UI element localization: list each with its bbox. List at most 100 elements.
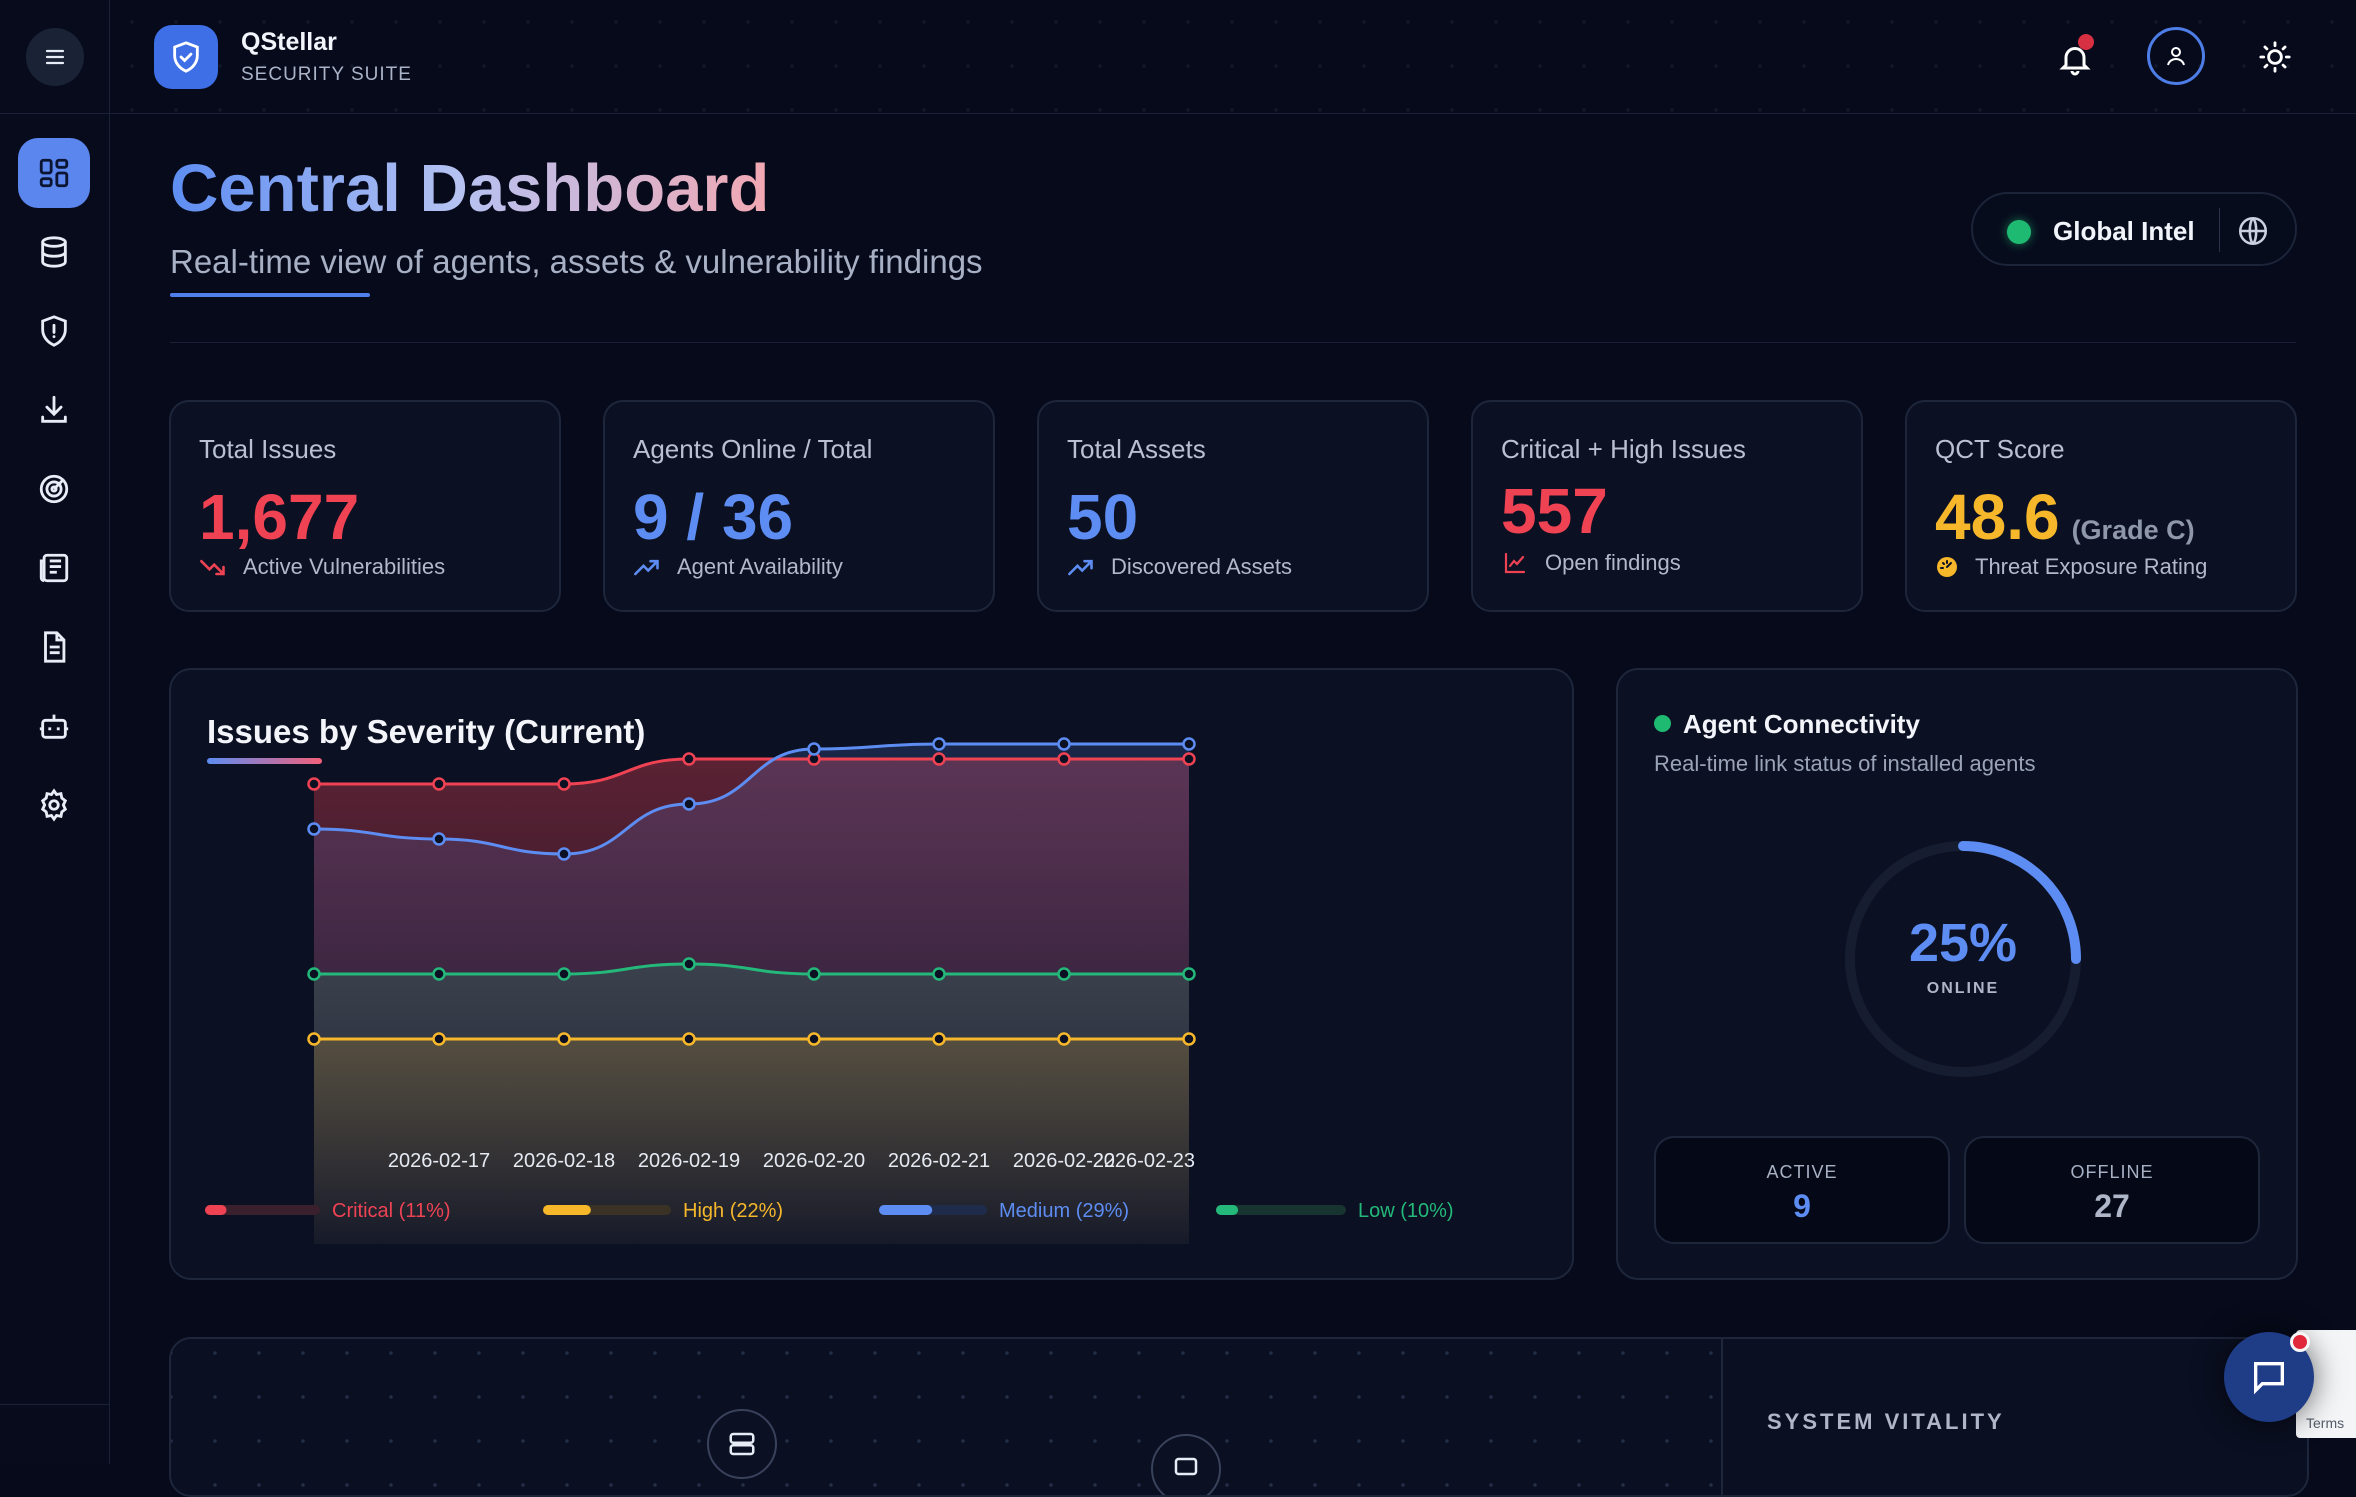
- stat-card-agents-online[interactable]: Agents Online / Total 9 / 36 Agent Avail…: [603, 400, 995, 612]
- x-tick-label: 2026-02-19: [638, 1150, 740, 1172]
- data-point-high[interactable]: [307, 1032, 321, 1046]
- data-point-critical[interactable]: [1057, 752, 1071, 766]
- gauge-ring: [1845, 841, 2081, 1077]
- document-icon: [44, 631, 66, 663]
- terms-link[interactable]: Terms: [2306, 1415, 2345, 1431]
- data-point-medium[interactable]: [1182, 737, 1196, 751]
- trending-up-icon: [1068, 559, 1093, 576]
- stat-card-total-issues[interactable]: Total Issues 1,677 Active Vulnerabilitie…: [169, 400, 561, 612]
- page-subtitle: Real-time view of agents, assets & vulne…: [170, 243, 983, 280]
- legend-label[interactable]: Medium (29%): [999, 1200, 1129, 1222]
- data-point-low[interactable]: [1057, 967, 1071, 981]
- hamburger-icon: [45, 49, 64, 64]
- stat-value: 50: [1067, 481, 1139, 553]
- stat-label: Total Assets: [1067, 434, 1206, 464]
- header-divider: [170, 342, 2296, 343]
- brand-logo[interactable]: [154, 25, 218, 89]
- data-point-high[interactable]: [682, 1032, 696, 1046]
- data-point-medium[interactable]: [432, 832, 446, 846]
- data-point-low[interactable]: [432, 967, 446, 981]
- data-point-low[interactable]: [807, 967, 821, 981]
- globe-icon: [2238, 216, 2268, 246]
- series-line-medium: [313, 742, 1189, 856]
- sidebar-item-security[interactable]: [18, 296, 90, 366]
- legend-bar: [879, 1205, 933, 1215]
- stat-card-total-assets[interactable]: Total Assets 50 Discovered Assets: [1037, 400, 1429, 612]
- data-point-high[interactable]: [932, 1032, 946, 1046]
- data-point-high[interactable]: [557, 1032, 571, 1046]
- chart-title-underline: [207, 758, 322, 764]
- active-agents-box[interactable]: ACTIVE 9: [1654, 1136, 1950, 1244]
- page-title: Central Dashboard: [170, 151, 770, 226]
- menu-button[interactable]: [25, 27, 84, 86]
- sidebar-item-settings[interactable]: [18, 770, 90, 840]
- data-point-low[interactable]: [1182, 967, 1196, 981]
- data-point-critical[interactable]: [682, 752, 696, 766]
- data-point-high[interactable]: [432, 1032, 446, 1046]
- data-point-critical[interactable]: [557, 777, 571, 791]
- data-point-low[interactable]: [932, 967, 946, 981]
- data-point-low[interactable]: [557, 967, 571, 981]
- legend-label[interactable]: High (22%): [683, 1200, 783, 1222]
- data-point-medium[interactable]: [307, 822, 321, 836]
- sidebar-item-dashboard[interactable]: [18, 138, 90, 208]
- data-point-high[interactable]: [1182, 1032, 1196, 1046]
- legend-bar: [543, 1205, 591, 1215]
- sun-icon: [2259, 41, 2291, 73]
- notifications-button[interactable]: [2050, 34, 2100, 84]
- data-point-critical[interactable]: [932, 752, 946, 766]
- trending-down-icon: [200, 559, 225, 576]
- sidebar-item-agents[interactable]: [18, 691, 90, 761]
- legend-label[interactable]: Critical (11%): [332, 1200, 451, 1222]
- stat-footer: Open findings: [1501, 550, 1681, 576]
- stat-footer: Discovered Assets: [1067, 554, 1292, 580]
- gauge-icon: [1937, 557, 1957, 577]
- sidebar-item-database[interactable]: [18, 217, 90, 287]
- data-point-low[interactable]: [307, 967, 321, 981]
- dot-grid: [171, 1339, 1721, 1495]
- sidebar-item-downloads[interactable]: [18, 375, 90, 445]
- sidebar-item-radar[interactable]: [18, 454, 90, 524]
- severity-chart[interactable]: 2026-02-17 2026-02-18 2026-02-19 2026-02-20…: [171, 670, 1576, 1282]
- shield-alert-icon: [41, 315, 67, 347]
- divider: [2219, 208, 2220, 252]
- sidebar-item-news[interactable]: [18, 533, 90, 603]
- title-underline: [170, 293, 370, 297]
- sidebar-item-reports[interactable]: [18, 612, 90, 682]
- online-label: ONLINE: [1926, 980, 2000, 997]
- data-point-medium[interactable]: [932, 737, 946, 751]
- data-point-low[interactable]: [682, 957, 696, 971]
- legend-track: [205, 1205, 320, 1215]
- stat-footer-text: Open findings: [1545, 550, 1681, 575]
- data-point-critical[interactable]: [307, 777, 321, 791]
- theme-toggle-button[interactable]: [2250, 32, 2300, 82]
- offline-agents-box[interactable]: OFFLINE 27: [1964, 1136, 2260, 1244]
- stat-label: Critical + High Issues: [1501, 434, 1746, 464]
- stat-card-critical-high[interactable]: Critical + High Issues 557 Open findings: [1471, 400, 1863, 612]
- legend-bar: [1216, 1205, 1239, 1215]
- user-profile-button[interactable]: [2147, 27, 2205, 85]
- data-point-medium[interactable]: [1057, 737, 1071, 751]
- chart-title: Issues by Severity (Current): [207, 713, 646, 750]
- data-point-critical[interactable]: [1182, 752, 1196, 766]
- data-point-medium[interactable]: [557, 847, 571, 861]
- stat-card-qct-score[interactable]: QCT Score 48.6 (Grade C) Threat Exposure …: [1905, 400, 2297, 612]
- sidebar-header: [0, 0, 109, 114]
- stat-value: 557: [1501, 475, 1608, 547]
- server-node[interactable]: [707, 1409, 777, 1479]
- device-node[interactable]: [1151, 1434, 1221, 1495]
- data-point-high[interactable]: [807, 1032, 821, 1046]
- data-point-high[interactable]: [1057, 1032, 1071, 1046]
- active-label: ACTIVE: [1766, 1162, 1838, 1182]
- stat-footer-text: Discovered Assets: [1111, 554, 1292, 579]
- data-point-critical[interactable]: [432, 777, 446, 791]
- legend-label[interactable]: Low (10%): [1358, 1200, 1454, 1222]
- newspaper-icon: [39, 553, 69, 583]
- global-intel-toggle[interactable]: Global Intel: [1971, 192, 2297, 266]
- online-gauge: 25% ONLINE: [1838, 834, 2088, 1084]
- monitor-icon: [1174, 1457, 1198, 1476]
- data-point-medium[interactable]: [682, 797, 696, 811]
- agent-connectivity-title: Agent Connectivity: [1683, 709, 1920, 739]
- data-point-medium[interactable]: [807, 742, 821, 756]
- brand-name: QStellar: [241, 28, 337, 56]
